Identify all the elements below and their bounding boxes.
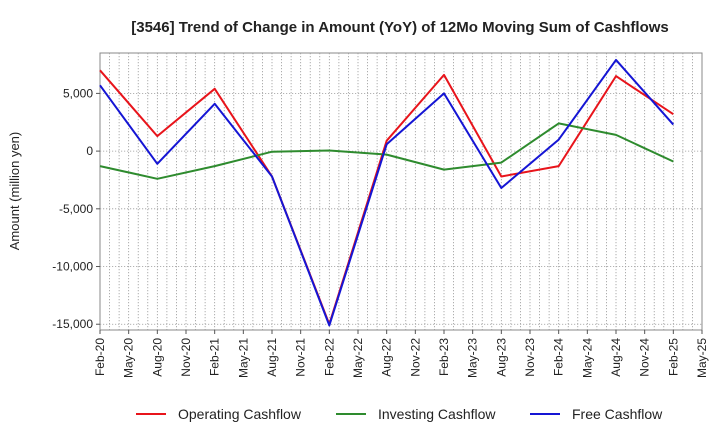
series-line-free-cashflow: [99, 58, 675, 327]
x-tick-label: May-25: [695, 338, 709, 378]
x-tick-label: Feb-22: [322, 338, 336, 376]
legend-label-free-cashflow: Free Cashflow: [572, 406, 663, 422]
x-tick-label: Aug-21: [265, 338, 279, 377]
x-tick-label: Aug-24: [609, 338, 623, 377]
x-tick-label: Nov-23: [523, 338, 537, 377]
x-tick-label: Feb-20: [93, 338, 107, 376]
plot-area: [99, 52, 703, 331]
x-tick-label: Nov-22: [408, 338, 422, 377]
x-tick-label: Nov-20: [179, 338, 193, 377]
x-tick-label: Aug-23: [494, 338, 508, 377]
x-tick-label: Feb-23: [437, 338, 451, 376]
x-tick-label: Aug-20: [150, 338, 164, 377]
series-line-operating-cashflow: [99, 69, 674, 326]
x-tick-label: May-23: [466, 338, 480, 378]
chart-title: [3546] Trend of Change in Amount (YoY) o…: [131, 19, 669, 36]
x-tick-label: Nov-24: [638, 338, 652, 377]
x-tick-label: Nov-21: [294, 338, 308, 377]
legend-label-operating-cashflow: Operating Cashflow: [178, 406, 302, 422]
x-tick-label: May-20: [122, 338, 136, 378]
x-tick-label: Aug-22: [380, 338, 394, 377]
y-tick-label: -10,000: [52, 260, 93, 274]
x-tick-label: May-21: [236, 338, 250, 378]
legend-label-investing-cashflow: Investing Cashflow: [378, 406, 496, 422]
y-tick-label: -5,000: [59, 202, 93, 216]
grid: [100, 53, 702, 330]
x-tick-label: Feb-21: [208, 338, 222, 376]
series-line-investing-cashflow: [99, 122, 674, 180]
x-tick-label: May-22: [351, 338, 365, 378]
x-axis-ticks: Feb-20 May-20 Aug-20 Nov-20 Feb-21 May-21 Aug-…: [93, 330, 709, 378]
y-tick-label: 5,000: [63, 86, 93, 100]
x-tick-label: Feb-25: [666, 338, 680, 376]
y-axis-label: Amount (million yen): [7, 132, 22, 251]
y-tick-label: -15,000: [52, 317, 93, 331]
y-axis-ticks: 5,000 0 -5,000 -10,000 -15,000: [52, 86, 100, 331]
y-tick-label: 0: [86, 144, 93, 158]
x-tick-label: Feb-24: [552, 338, 566, 376]
x-tick-label: May-24: [580, 338, 594, 378]
legend: Operating Cashflow Investing Cashflow Free…: [136, 406, 663, 422]
series-lines: [99, 58, 675, 327]
